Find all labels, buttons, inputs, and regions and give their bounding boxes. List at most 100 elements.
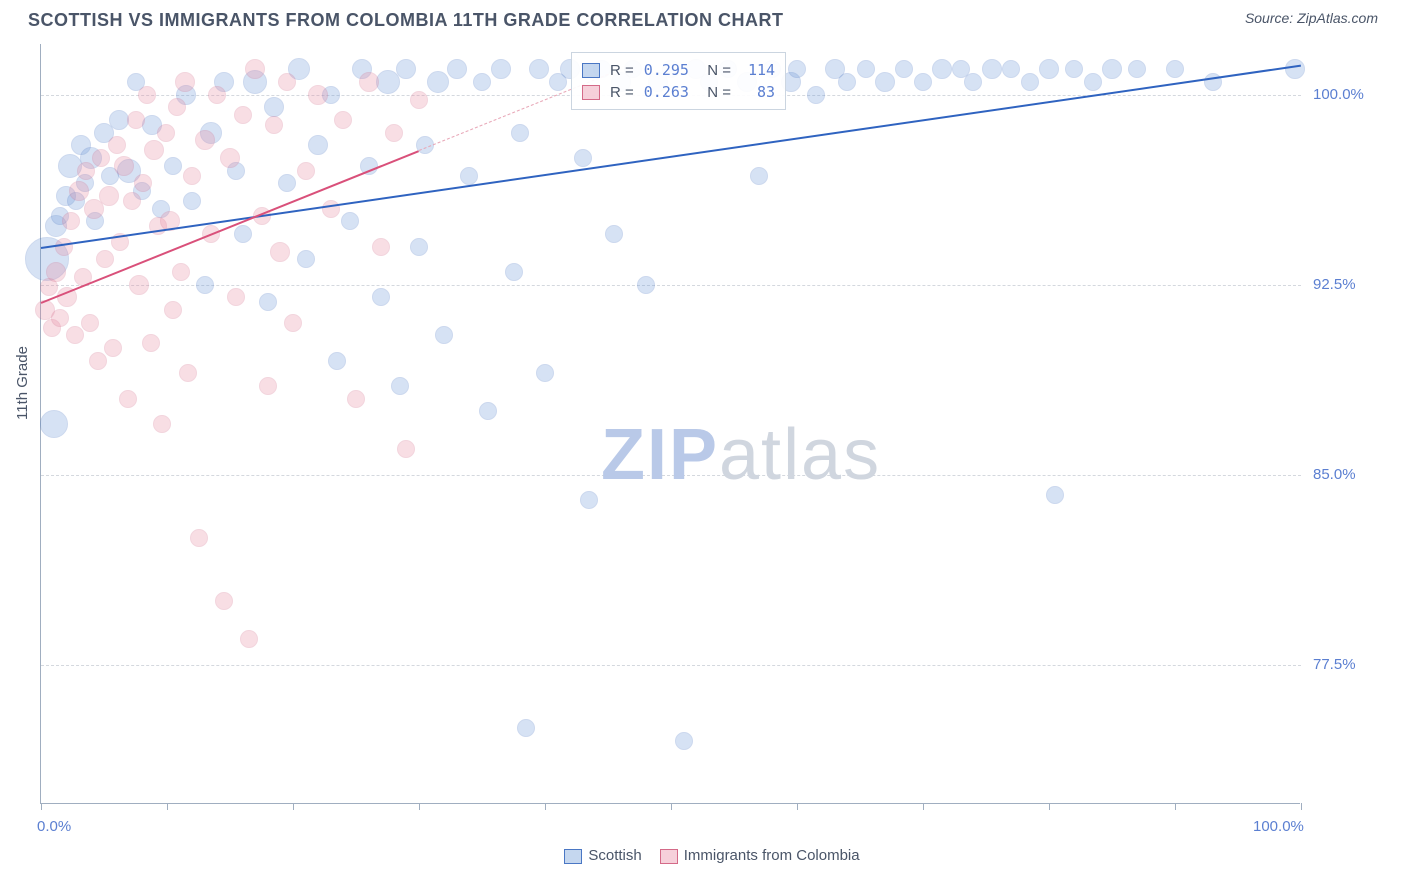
data-point (511, 124, 529, 142)
data-point (157, 124, 175, 142)
data-point (153, 415, 171, 433)
data-point (259, 377, 277, 395)
data-point (183, 167, 201, 185)
data-point (982, 59, 1002, 79)
data-point (265, 116, 283, 134)
data-point (505, 263, 523, 281)
data-point (240, 630, 258, 648)
chart-title: SCOTTISH VS IMMIGRANTS FROM COLOMBIA 11T… (28, 10, 784, 31)
data-point (536, 364, 554, 382)
data-point (245, 59, 265, 79)
x-label-start: 0.0% (37, 818, 71, 835)
stat-label: N = (699, 84, 731, 101)
data-point (1102, 59, 1122, 79)
data-point (81, 314, 99, 332)
data-point (1021, 73, 1039, 91)
data-point (1002, 60, 1020, 78)
data-point (69, 181, 89, 201)
y-tick-label: 100.0% (1313, 86, 1364, 103)
data-point (129, 275, 149, 295)
x-tick (419, 803, 420, 810)
data-point (46, 262, 66, 282)
data-point (574, 149, 592, 167)
data-point (164, 157, 182, 175)
data-point (1039, 59, 1059, 79)
watermark: ZIPatlas (601, 414, 881, 496)
stat-label: N = (699, 62, 731, 79)
data-point (932, 59, 952, 79)
stat-n-value: 83 (741, 83, 775, 101)
y-axis-title: 11th Grade (14, 346, 31, 420)
data-point (134, 174, 152, 192)
data-point (914, 73, 932, 91)
data-point (529, 59, 549, 79)
data-point (119, 390, 137, 408)
stat-n-value: 114 (741, 61, 775, 79)
data-point (92, 149, 110, 167)
data-point (51, 309, 69, 327)
data-point (396, 59, 416, 79)
data-point (77, 162, 95, 180)
y-tick-label: 92.5% (1313, 276, 1356, 293)
data-point (788, 60, 806, 78)
data-point (1046, 486, 1064, 504)
data-point (40, 410, 68, 438)
x-tick (797, 803, 798, 810)
data-point (427, 71, 449, 93)
x-tick (167, 803, 168, 810)
data-point (376, 70, 400, 94)
data-point (297, 162, 315, 180)
data-point (605, 225, 623, 243)
y-tick-label: 85.0% (1313, 466, 1356, 483)
data-point (460, 167, 478, 185)
x-label-end: 100.0% (1253, 818, 1304, 835)
data-point (55, 238, 73, 256)
data-point (175, 72, 195, 92)
data-point (234, 225, 252, 243)
data-point (179, 364, 197, 382)
data-point (397, 440, 415, 458)
data-point (875, 72, 895, 92)
data-point (410, 91, 428, 109)
grid-line (41, 665, 1301, 666)
legend-swatch (564, 849, 582, 864)
data-point (410, 238, 428, 256)
data-point (964, 73, 982, 91)
data-point (195, 130, 215, 150)
data-point (1084, 73, 1102, 91)
grid-line (41, 285, 1301, 286)
data-point (144, 140, 164, 160)
data-point (675, 732, 693, 750)
data-point (208, 86, 226, 104)
stats-legend: R =0.295 N =114R =0.263 N =83 (571, 52, 786, 110)
source-attribution: Source: ZipAtlas.com (1245, 10, 1378, 26)
data-point (104, 339, 122, 357)
stats-legend-row: R = 0.295 N = 114 (582, 59, 775, 81)
x-tick (545, 803, 546, 810)
stat-r-value: 0.295 (644, 61, 689, 79)
data-point (168, 98, 186, 116)
stat-label: R = (610, 62, 634, 79)
data-point (341, 212, 359, 230)
x-tick (41, 803, 42, 810)
data-point (96, 250, 114, 268)
data-point (99, 186, 119, 206)
x-tick (1301, 803, 1302, 810)
data-point (435, 326, 453, 344)
scatter-plot-area: 100.0%92.5%85.0%77.5%0.0%100.0%ZIPatlasR… (40, 44, 1300, 804)
bottom-legend: ScottishImmigrants from Colombia (0, 847, 1406, 864)
data-point (372, 238, 390, 256)
data-point (164, 301, 182, 319)
data-point (479, 402, 497, 420)
y-tick-label: 77.5% (1313, 656, 1356, 673)
data-point (1065, 60, 1083, 78)
legend-label: Scottish (588, 847, 641, 864)
data-point (447, 59, 467, 79)
data-point (391, 377, 409, 395)
stats-legend-row: R =0.263 N =83 (582, 81, 775, 103)
data-point (142, 334, 160, 352)
stat-label: R = (610, 84, 634, 101)
data-point (172, 263, 190, 281)
x-tick (1175, 803, 1176, 810)
data-point (89, 352, 107, 370)
